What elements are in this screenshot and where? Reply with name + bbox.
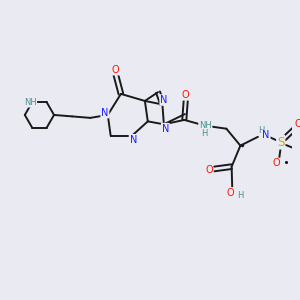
Text: O: O xyxy=(226,188,234,198)
Text: N: N xyxy=(130,135,137,145)
Text: O: O xyxy=(272,158,280,168)
Text: H: H xyxy=(258,126,264,135)
Text: O: O xyxy=(205,165,213,176)
Text: O: O xyxy=(112,65,119,75)
Text: N: N xyxy=(101,108,109,118)
Text: O: O xyxy=(182,90,190,100)
Text: S: S xyxy=(277,136,284,148)
Text: NH: NH xyxy=(199,121,212,130)
Text: H: H xyxy=(237,191,244,200)
Text: H: H xyxy=(201,129,207,138)
Text: N: N xyxy=(262,130,270,140)
Text: NH: NH xyxy=(24,98,37,107)
Text: N: N xyxy=(162,124,169,134)
Text: O: O xyxy=(294,119,300,129)
Text: N: N xyxy=(160,95,167,105)
